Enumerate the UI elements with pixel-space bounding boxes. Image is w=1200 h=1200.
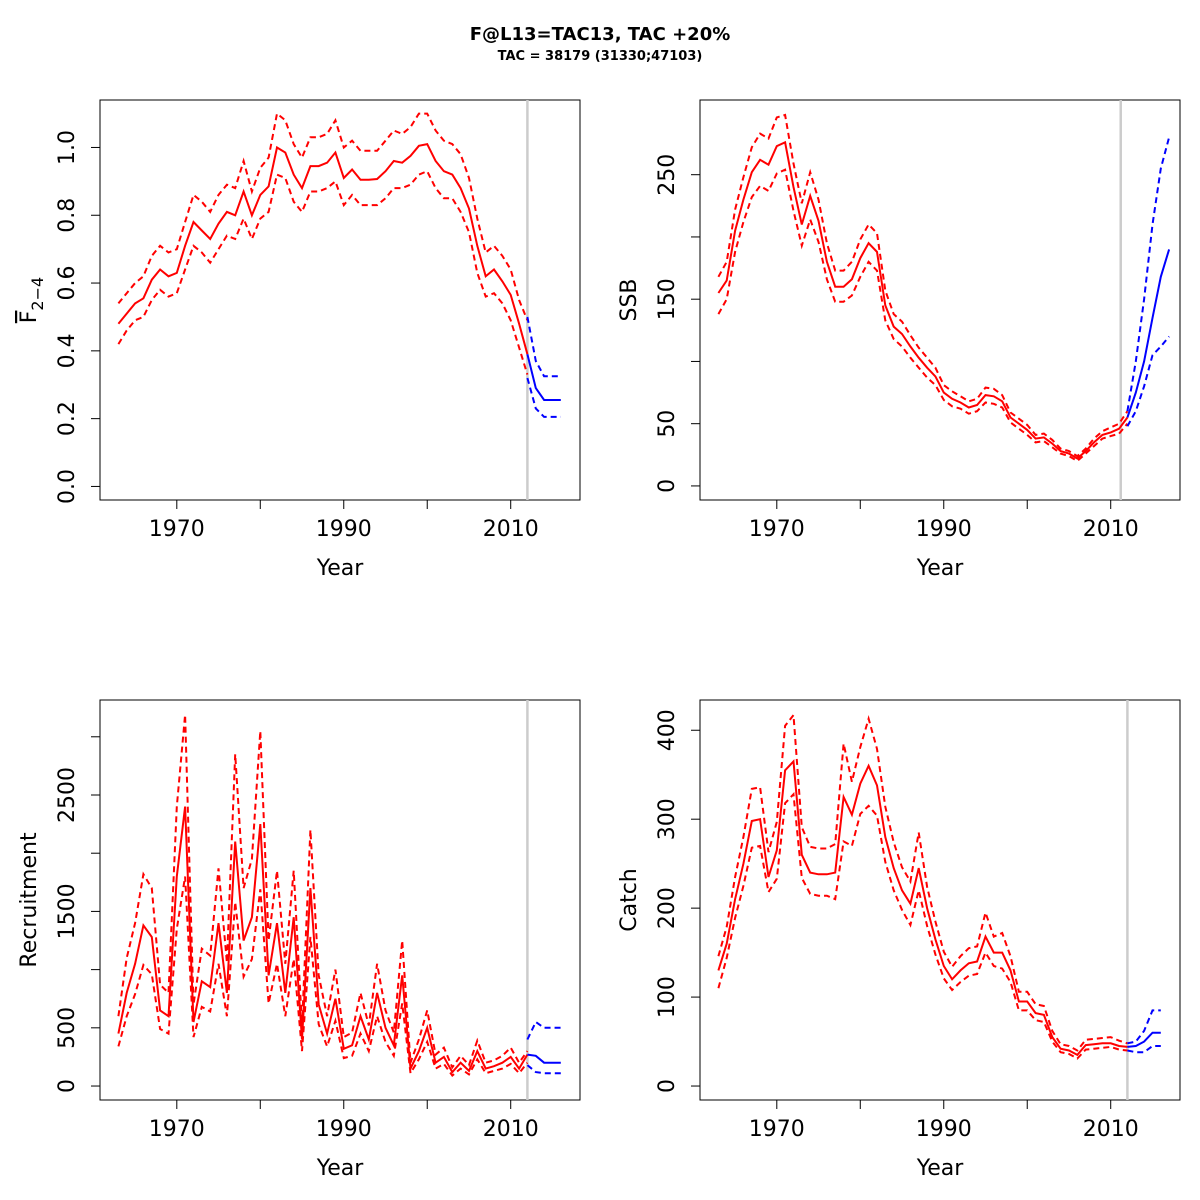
history-lower-line: [117, 169, 529, 375]
y-tick-label: 2500: [55, 767, 80, 823]
forecast-upper-line: [526, 1020, 561, 1040]
x-tick-label: 1970: [749, 1117, 805, 1142]
forecast-upper-line: [1127, 1009, 1161, 1045]
history-median-line: [717, 140, 1129, 460]
y-tick-label: 0.6: [55, 266, 80, 301]
y-tick-label: 250: [655, 154, 680, 196]
y-tick-label: 200: [655, 887, 680, 929]
y-axis-label: SSB: [617, 278, 642, 321]
x-axis-label: Year: [916, 556, 965, 581]
forecast-median-line: [526, 353, 561, 401]
forecast-median-line: [1127, 1031, 1161, 1048]
x-tick-label: 1990: [316, 1117, 372, 1142]
x-tick-label: 2010: [483, 1117, 539, 1142]
plot-box: [699, 699, 1181, 1101]
history-lower-line: [717, 792, 1128, 1060]
history-median-line: [717, 759, 1128, 1057]
plot-box: [99, 699, 581, 1101]
y-tick-label: 50: [655, 410, 680, 438]
panel-catch: 1970 1990 2010 0 100 200 300 400 Year Catch: [617, 699, 1181, 1181]
forecast-upper-line: [526, 316, 561, 378]
x-tick-label: 2010: [483, 517, 539, 542]
forecast-upper-line: [1126, 137, 1171, 412]
x-tick-label: 1990: [916, 1117, 972, 1142]
y-tick-label: 300: [655, 798, 680, 840]
plot-box: [699, 99, 1181, 501]
y-tick-label: 0.2: [55, 401, 80, 436]
y-axis-label: F2−4: [17, 277, 47, 323]
x-tick-label: 1990: [916, 517, 972, 542]
history-upper-line: [717, 113, 1129, 458]
x-axis-label: Year: [316, 556, 365, 581]
forecast-lower-line: [1126, 335, 1170, 427]
x-axis-label: Year: [916, 1156, 965, 1181]
history-median-line: [117, 806, 529, 1074]
panel-ssb: 1970 1990 2010 0 50 150 250 Year SSB: [617, 99, 1181, 581]
history-upper-line: [117, 714, 529, 1070]
forecast-lower-line: [526, 1064, 561, 1075]
y-axis-label: Catch: [617, 868, 642, 932]
forecast-lower-line: [526, 377, 561, 418]
x-tick-label: 1970: [149, 1117, 205, 1142]
y-tick-label: 0: [655, 1079, 680, 1093]
x-tick-label: 1990: [316, 517, 372, 542]
history-lower-line: [117, 876, 529, 1078]
history-upper-line: [117, 111, 529, 321]
x-tick-label: 1970: [149, 517, 205, 542]
y-tick-label: 150: [655, 278, 680, 320]
y-tick-label: 0.8: [55, 198, 80, 233]
y-axis-label-subscript: 2−4: [28, 277, 47, 311]
plot-box: [99, 99, 581, 501]
figure-title: F@L13=TAC13, TAC +20%: [470, 24, 731, 45]
y-tick-label: 0: [655, 479, 680, 493]
y-tick-label: 0: [55, 1079, 80, 1093]
x-tick-label: 1970: [749, 517, 805, 542]
y-axis-label-main: F: [17, 311, 42, 324]
forecast-lower-line: [1127, 1045, 1161, 1054]
x-tick-label: 2010: [1083, 1117, 1139, 1142]
x-axis-label: Year: [316, 1156, 365, 1181]
y-tick-label: 0.4: [55, 333, 80, 368]
forecast-median-line: [1126, 249, 1171, 418]
figure-subtitle: TAC = 38179 (31330;47103): [498, 49, 703, 64]
y-tick-label: 0.0: [55, 469, 80, 504]
panel-rec: 1970 1990 2010 0 500 1500 2500 Year Recruitment: [17, 699, 581, 1181]
history-median-line: [117, 142, 529, 355]
history-upper-line: [717, 712, 1128, 1052]
y-tick-label: 1.0: [55, 130, 80, 165]
history-lower-line: [717, 168, 1129, 463]
y-tick-label: 400: [655, 709, 680, 751]
y-tick-label: 1500: [55, 883, 80, 939]
forecast-median-line: [527, 1053, 561, 1064]
panel-f: 1970 1990 2010 0.0 0.2 0.4 0.6 0.8 1.0 Year F2−4: [17, 99, 581, 581]
y-axis-label: Recruitment: [17, 832, 42, 968]
x-tick-label: 2010: [1083, 517, 1139, 542]
y-tick-label: 100: [655, 976, 680, 1018]
y-tick-label: 500: [55, 1007, 80, 1049]
